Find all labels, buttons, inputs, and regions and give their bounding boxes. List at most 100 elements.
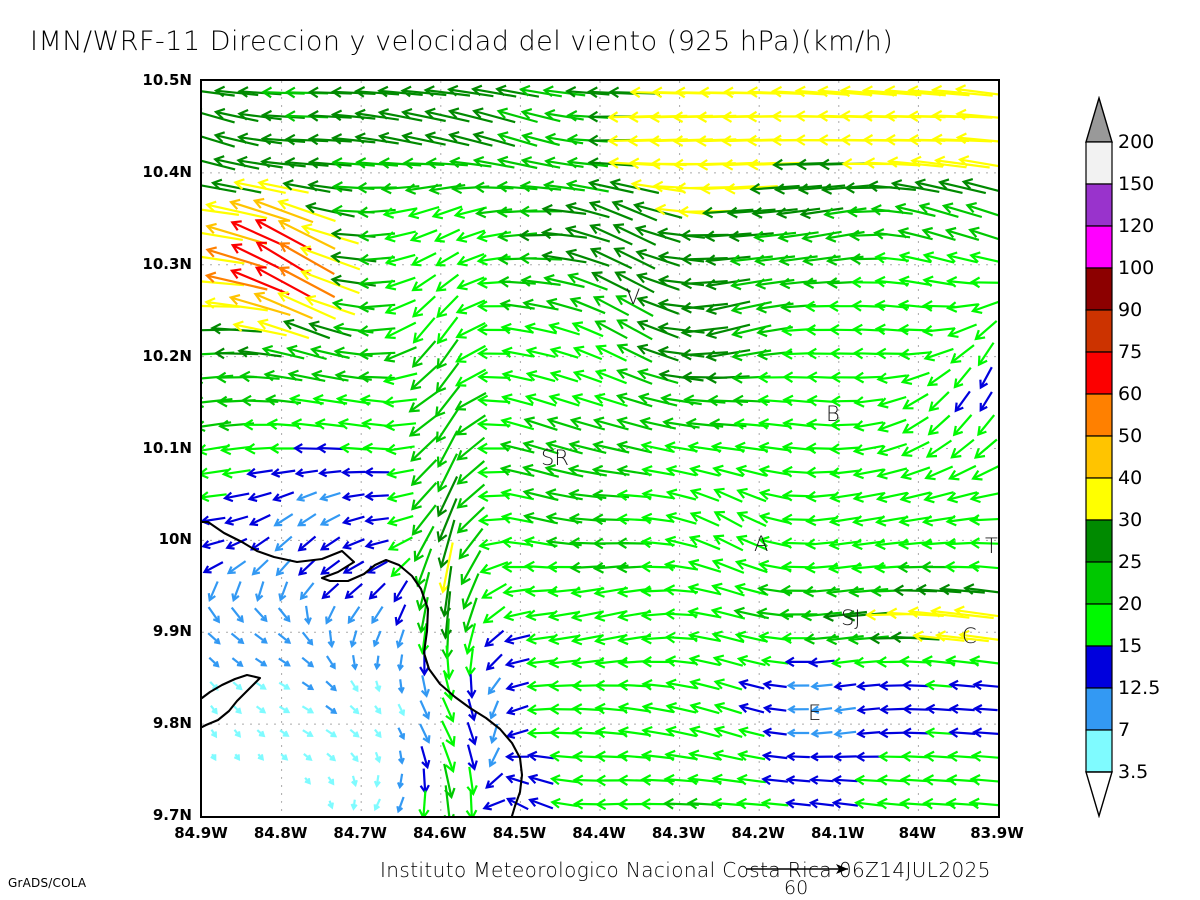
wind-arrow	[415, 571, 431, 612]
wind-arrow	[246, 467, 273, 479]
wind-arrow	[761, 774, 789, 786]
wind-arrow	[616, 343, 653, 363]
wind-arrow	[485, 653, 503, 671]
wind-arrow	[368, 582, 386, 600]
wind-arrow	[925, 439, 953, 458]
wind-arrow	[831, 798, 859, 809]
wind-arrow	[926, 368, 951, 387]
wind-arrow	[393, 580, 409, 603]
wind-arrow	[279, 729, 290, 737]
wind-arrow	[419, 768, 430, 795]
wind-arrow	[448, 156, 492, 169]
wind-arrow	[934, 155, 990, 169]
wind-arrow	[441, 697, 456, 723]
x-axis-tick-label: 84.9W	[174, 824, 228, 842]
wind-arrows	[202, 84, 998, 816]
wind-arrow	[657, 345, 705, 358]
wind-arrow	[210, 729, 218, 739]
wind-arrow	[688, 725, 721, 738]
wind-arrow	[713, 487, 743, 503]
wind-arrow	[505, 704, 529, 716]
wind-arrow	[687, 749, 721, 761]
wind-arrow	[314, 418, 346, 430]
wind-arrow	[734, 582, 769, 596]
wind-arrow	[712, 464, 744, 478]
wind-arrow	[547, 633, 580, 646]
wind-arrow	[330, 228, 376, 240]
wind-arrow	[758, 488, 791, 501]
wind-arrow	[202, 280, 245, 287]
wind-arrow	[825, 254, 864, 266]
wind-arrow	[687, 583, 722, 596]
wind-arrow	[437, 519, 456, 569]
reference-vector-label: 60	[784, 877, 809, 899]
wind-arrow	[915, 583, 962, 596]
wind-arrow	[325, 605, 336, 625]
wind-arrow	[979, 391, 993, 413]
x-axis-tick-label: 84.6W	[413, 824, 467, 842]
wind-arrow	[901, 416, 929, 434]
wind-arrow	[280, 801, 287, 809]
wind-arrow	[546, 416, 582, 431]
wind-arrow	[205, 222, 268, 246]
wind-arrow	[571, 393, 604, 407]
wind-arrow	[898, 515, 932, 527]
wind-arrow	[455, 229, 486, 243]
wind-arrow	[397, 679, 405, 695]
wind-arrow	[485, 772, 504, 789]
wind-arrow	[456, 436, 486, 461]
wind-arrow	[830, 657, 859, 669]
wind-arrow	[777, 231, 819, 243]
wind-arrow	[298, 558, 316, 576]
wind-arrow	[304, 202, 355, 218]
wind-arrow	[396, 796, 405, 814]
wind-arrow	[832, 752, 857, 762]
wind-arrow	[377, 108, 423, 122]
wind-arrow	[968, 514, 998, 526]
wind-arrow	[418, 790, 430, 816]
wind-arrow	[268, 443, 297, 454]
wind-arrow	[541, 203, 587, 216]
wind-arrow	[433, 228, 461, 243]
wind-arrow	[923, 491, 954, 504]
wind-arrow	[705, 323, 751, 340]
wind-arrow	[526, 750, 554, 762]
wind-arrow	[408, 390, 440, 413]
wind-arrow	[969, 774, 998, 786]
wind-arrow	[232, 681, 243, 691]
wind-arrow	[761, 751, 788, 762]
colorbar-tick-label: 20	[1118, 593, 1143, 615]
wind-arrow	[878, 728, 905, 739]
wind-arrow	[237, 108, 282, 121]
wind-arrow	[523, 416, 558, 431]
wind-arrow	[270, 468, 296, 478]
wind-arrow	[330, 86, 376, 99]
wind-arrow	[275, 558, 292, 577]
wind-arrow	[937, 178, 987, 195]
wind-arrow	[729, 254, 773, 267]
wind-arrow	[689, 678, 720, 691]
wind-arrow	[856, 728, 881, 739]
wind-arrow	[374, 705, 382, 715]
wind-arrow	[825, 633, 864, 646]
wind-arrow	[354, 132, 399, 145]
wind-arrow	[797, 183, 846, 195]
wind-arrow	[397, 727, 406, 741]
wind-arrow	[325, 655, 336, 670]
wind-arrow	[410, 252, 437, 267]
wind-arrow	[564, 225, 611, 243]
wind-arrow	[476, 394, 511, 407]
wind-arrow	[958, 155, 998, 168]
wind-arrow	[641, 679, 674, 691]
y-axis-tick-label: 10N	[158, 530, 192, 549]
wind-arrow	[855, 751, 882, 762]
wind-arrow	[664, 441, 698, 453]
wind-arrow	[472, 131, 516, 147]
wind-arrow	[202, 515, 226, 526]
wind-arrow	[946, 251, 978, 264]
wind-arrow	[568, 488, 607, 501]
wind-arrow	[204, 297, 268, 312]
wind-arrow	[947, 323, 978, 338]
wind-arrow	[657, 251, 705, 263]
wind-arrow	[593, 392, 628, 408]
